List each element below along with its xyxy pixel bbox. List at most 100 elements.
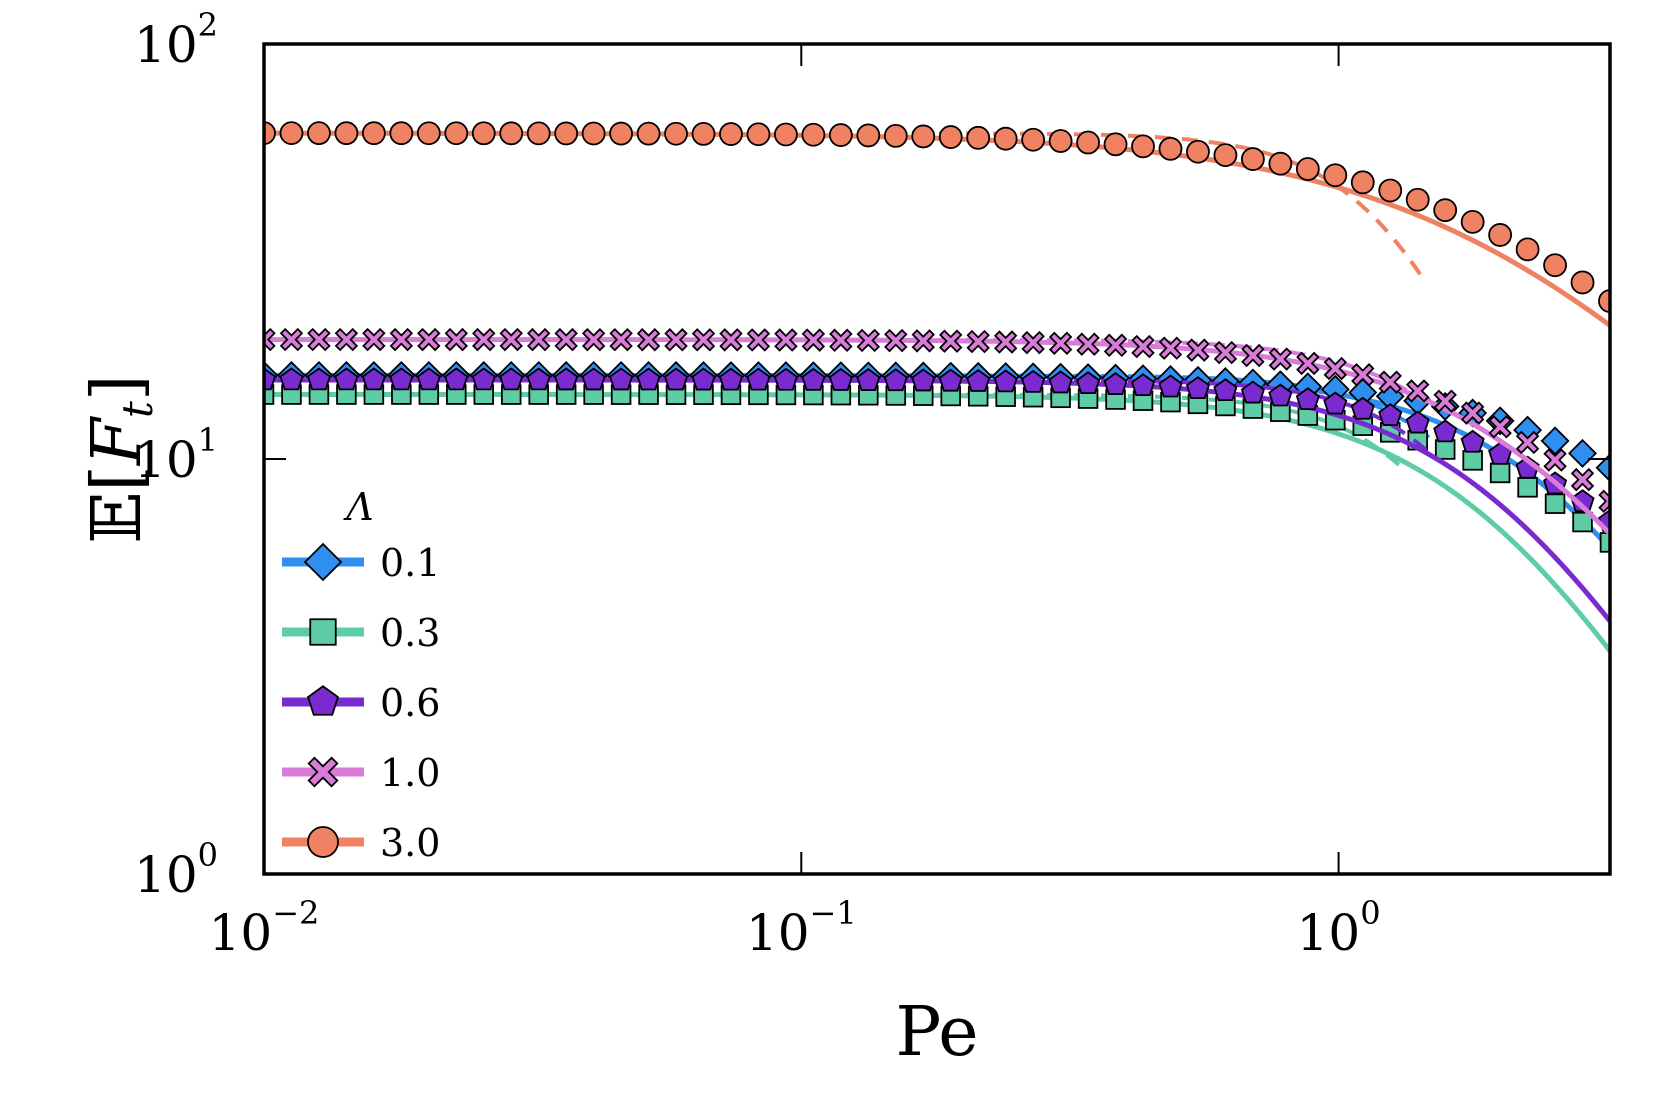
- marker-1.0: [1076, 332, 1100, 356]
- marker-3.0: [264, 121, 276, 146]
- x-tick-label-exp: −1: [810, 894, 857, 932]
- legend-title: Λ: [343, 485, 373, 529]
- marker-1.0: [334, 327, 359, 352]
- y-tick-label-exp: 2: [198, 6, 218, 44]
- y-tick-label-base: 10: [134, 431, 198, 489]
- marker-0.6: [664, 367, 689, 391]
- marker-3.0: [1240, 147, 1265, 171]
- marker-1.0: [664, 328, 688, 352]
- legend-entry-1.0: 1.0: [282, 751, 440, 795]
- marker-0.6: [746, 367, 771, 391]
- marker-0.6: [1130, 373, 1156, 397]
- marker-3.0: [1158, 136, 1183, 161]
- marker-3.0: [636, 121, 661, 146]
- marker-0.6: [1268, 383, 1293, 407]
- marker-0.6: [1323, 391, 1348, 415]
- y-tick-label-base: 10: [134, 846, 198, 904]
- marker-1.0: [554, 327, 578, 352]
- marker-3.0: [746, 122, 771, 147]
- marker-3.0: [307, 121, 331, 146]
- marker-3.0: [1021, 127, 1046, 152]
- marker-1.0: [1323, 356, 1348, 381]
- series-0.6: [264, 367, 1610, 623]
- marker-3.0: [334, 121, 359, 146]
- marker-0.1: [1595, 453, 1610, 483]
- marker-1.0: [1241, 343, 1265, 368]
- marker-0.3: [1462, 450, 1483, 471]
- marker-3.0: [416, 121, 441, 146]
- marker-3.0: [1048, 129, 1073, 153]
- marker-0.6: [718, 367, 744, 391]
- y-tick-label: 102: [134, 6, 218, 74]
- marker-3.0: [1076, 130, 1100, 155]
- marker-0.3: [1544, 493, 1566, 514]
- marker-0.6: [1076, 371, 1101, 395]
- y-axis-label-sub: t: [113, 401, 162, 418]
- marker-1.0: [801, 328, 826, 352]
- legend-entry-0.1: 0.1: [282, 541, 440, 585]
- marker-0.6: [499, 367, 524, 391]
- legend-marker: [307, 826, 339, 858]
- marker-3.0: [1131, 134, 1155, 159]
- marker-3.0: [526, 121, 551, 146]
- marker-0.3: [264, 384, 275, 405]
- marker-1.0: [1131, 334, 1155, 359]
- marker-1.0: [307, 327, 331, 352]
- x-tick-label-base: 10: [1297, 904, 1361, 962]
- marker-0.1: [1485, 406, 1515, 436]
- marker-0.6: [801, 367, 826, 391]
- marker-1.0: [1598, 489, 1610, 514]
- marker-0.6: [279, 367, 304, 391]
- marker-1.0: [1268, 347, 1293, 371]
- marker-1.0: [939, 329, 963, 353]
- legend-entry-3.0: 3.0: [282, 821, 440, 865]
- marker-3.0: [609, 121, 634, 146]
- marker-0.1: [1540, 426, 1570, 456]
- legend-label: 0.1: [380, 541, 440, 585]
- marker-0.6: [1460, 429, 1485, 453]
- y-axis-label: 𝔼[Ft]: [78, 375, 162, 544]
- marker-0.6: [1378, 403, 1403, 426]
- marker-0.6: [1350, 396, 1375, 420]
- marker-0.6: [636, 367, 661, 391]
- x-tick-label: 10−1: [746, 894, 857, 962]
- marker-1.0: [1351, 363, 1375, 387]
- marker-3.0: [1186, 139, 1210, 164]
- marker-3.0: [499, 121, 524, 146]
- marker-3.0: [966, 125, 991, 150]
- marker-0.6: [609, 367, 634, 391]
- marker-3.0: [1268, 151, 1293, 176]
- series-1.0: [264, 327, 1610, 536]
- marker-3.0: [389, 121, 414, 146]
- legend-label: 1.0: [380, 751, 440, 795]
- marker-0.6: [581, 367, 606, 391]
- marker-0.6: [416, 367, 441, 391]
- marker-3.0: [774, 122, 798, 147]
- y-tick-label-base: 10: [134, 16, 198, 74]
- marker-1.0: [691, 328, 716, 352]
- marker-3.0: [1295, 157, 1320, 181]
- marker-1.0: [1570, 467, 1595, 492]
- marker-3.0: [1570, 270, 1595, 295]
- marker-1.0: [499, 327, 523, 352]
- x-tick-label-base: 10: [209, 904, 273, 962]
- marker-1.0: [884, 328, 908, 353]
- marker-1.0: [829, 328, 853, 352]
- marker-3.0: [1488, 223, 1513, 247]
- marker-0.3: [1434, 439, 1456, 460]
- marker-0.3: [1489, 462, 1511, 484]
- legend-label: 0.6: [380, 681, 440, 725]
- marker-1.0: [1103, 333, 1128, 357]
- marker-0.6: [554, 367, 579, 391]
- y-axis-label-operator: 𝔼: [78, 492, 157, 544]
- marker-1.0: [1515, 430, 1540, 455]
- marker-0.1: [1568, 438, 1598, 468]
- marker-0.6: [856, 368, 881, 391]
- svg-text:𝔼[Ft]: 𝔼[Ft]: [78, 375, 162, 544]
- marker-0.6: [828, 367, 853, 391]
- marker-3.0: [361, 121, 386, 146]
- marker-1.0: [472, 327, 496, 352]
- marker-0.6: [993, 369, 1018, 393]
- x-tick-label-base: 10: [746, 904, 810, 962]
